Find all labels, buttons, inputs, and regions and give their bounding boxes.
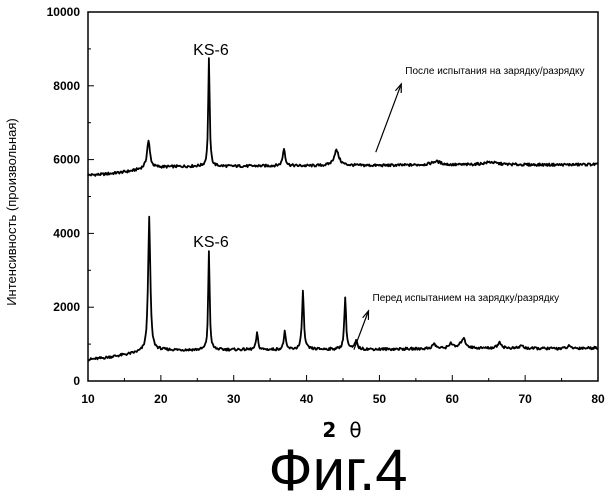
y-tick-label: 10000	[47, 5, 81, 19]
peak-label-ks6: KS-6	[193, 234, 229, 251]
x-tick-label: 70	[518, 392, 532, 406]
y-tick-label: 2000	[53, 300, 80, 314]
annotation-text: После испытания на зарядку/разрядку	[405, 66, 584, 77]
x-tick-label: 40	[300, 392, 314, 406]
y-tick-label: 4000	[53, 226, 80, 240]
y-axis-label: Интенсивность (произвольная)	[4, 118, 19, 306]
annotation-text: Перед испытанием на зарядку/разрядку	[373, 293, 560, 304]
annotation-arrow-line	[354, 311, 369, 350]
x-tick-label: 80	[591, 392, 605, 406]
series-line	[88, 217, 598, 361]
y-tick-label: 6000	[53, 153, 80, 167]
figure-caption: Фиг.4	[269, 438, 408, 500]
x-tick-label: 10	[81, 392, 95, 406]
x-tick-label: 60	[446, 392, 460, 406]
x-tick-label: 30	[227, 392, 241, 406]
x-tick-label: 20	[154, 392, 168, 406]
x-tick-label: 50	[373, 392, 387, 406]
series-layer	[88, 58, 598, 361]
y-tick-label: 0	[73, 374, 80, 388]
annotation-arrow-line	[376, 84, 402, 152]
annotation-layer: KS-6 KS-6 После испытания на зарядку/разря…	[193, 42, 584, 349]
peak-label-ks6: KS-6	[193, 42, 229, 59]
y-tick-label: 8000	[53, 79, 80, 93]
